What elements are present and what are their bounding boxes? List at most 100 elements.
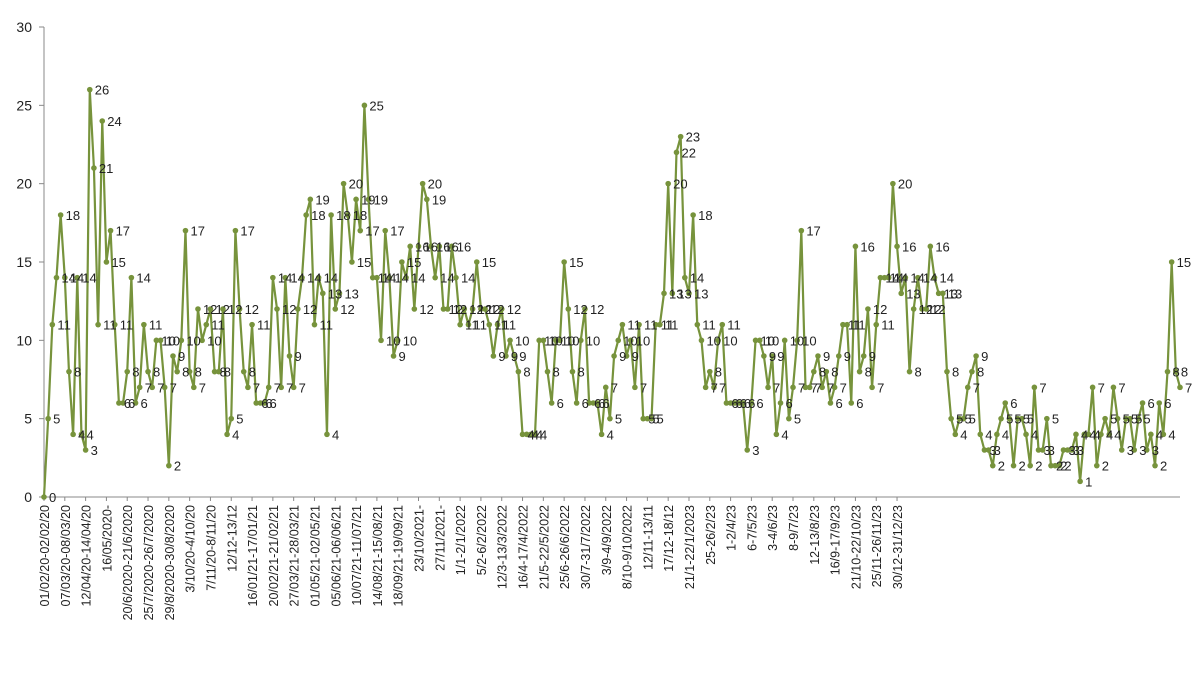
data-point bbox=[278, 384, 284, 391]
data-label: 5 bbox=[1143, 412, 1150, 427]
data-point bbox=[365, 196, 372, 203]
data-point bbox=[640, 415, 647, 422]
data-point bbox=[536, 337, 542, 344]
data-label: 16 bbox=[457, 239, 471, 254]
data-point bbox=[282, 274, 289, 281]
data-label: 8 bbox=[1181, 365, 1188, 380]
data-label: 7 bbox=[973, 380, 980, 395]
x-tick-label: 27/03/21-28/03/21 bbox=[288, 505, 302, 607]
data-label: 17 bbox=[806, 224, 820, 239]
data-point bbox=[1152, 462, 1158, 469]
data-point bbox=[82, 447, 89, 453]
data-label: 23 bbox=[686, 130, 700, 145]
data-point bbox=[444, 306, 451, 312]
data-label: 26 bbox=[95, 83, 109, 98]
data-label: 2 bbox=[1056, 459, 1063, 474]
x-tick-label: 3/9-4/9/2022 bbox=[600, 505, 614, 575]
data-point bbox=[1148, 431, 1154, 438]
data-label: 25 bbox=[369, 98, 383, 113]
data-label: 13 bbox=[344, 286, 358, 301]
data-point bbox=[1139, 400, 1146, 406]
data-point bbox=[644, 415, 651, 422]
data-label: 17 bbox=[365, 224, 379, 239]
x-tick-label: 25-26/2/23 bbox=[704, 505, 718, 565]
data-point bbox=[719, 321, 726, 328]
data-point bbox=[519, 431, 526, 438]
data-label: 10 bbox=[790, 333, 804, 348]
data-point bbox=[823, 368, 830, 375]
data-point bbox=[1123, 415, 1129, 422]
data-label: 6 bbox=[270, 396, 277, 411]
data-label: 11 bbox=[702, 318, 716, 333]
data-point bbox=[885, 274, 892, 281]
data-label: 12 bbox=[919, 302, 933, 317]
data-label: 8 bbox=[220, 365, 227, 380]
data-label: 7 bbox=[1118, 380, 1125, 395]
data-label: 7 bbox=[170, 380, 177, 395]
data-label: 12 bbox=[873, 302, 887, 317]
data-label: 13 bbox=[677, 286, 691, 301]
data-point bbox=[361, 102, 368, 109]
data-point bbox=[657, 321, 663, 328]
data-point bbox=[915, 274, 921, 281]
data-label: 22 bbox=[681, 145, 695, 160]
data-point bbox=[453, 274, 459, 281]
data-label: 4 bbox=[1093, 427, 1100, 442]
data-label: 14 bbox=[394, 271, 408, 286]
data-point bbox=[623, 353, 630, 359]
data-point bbox=[1143, 447, 1150, 453]
data-point bbox=[407, 243, 413, 250]
data-point bbox=[989, 462, 996, 469]
data-label: 3 bbox=[1044, 443, 1051, 458]
data-point bbox=[748, 400, 755, 406]
data-point bbox=[1073, 431, 1079, 438]
data-point bbox=[1160, 431, 1167, 438]
data-label: 8 bbox=[153, 365, 160, 380]
data-label: 14 bbox=[82, 271, 96, 286]
data-label: 16 bbox=[444, 239, 458, 254]
data-point bbox=[1048, 462, 1054, 469]
data-label: 20 bbox=[898, 177, 912, 192]
x-tick-label: 8-9/7/23 bbox=[787, 505, 801, 551]
data-point bbox=[835, 353, 842, 359]
data-label: 7 bbox=[286, 380, 293, 395]
data-label: 10 bbox=[706, 333, 720, 348]
data-label: 12 bbox=[507, 302, 521, 317]
data-label: 5 bbox=[964, 412, 971, 427]
data-point bbox=[215, 368, 222, 375]
data-point bbox=[494, 321, 501, 328]
data-point bbox=[478, 306, 484, 312]
data-point bbox=[515, 368, 522, 375]
data-point bbox=[890, 180, 896, 187]
data-label: 14 bbox=[910, 271, 924, 286]
series-line bbox=[42, 88, 1182, 498]
data-point bbox=[424, 196, 430, 203]
data-label: 8 bbox=[831, 365, 838, 380]
data-point bbox=[62, 274, 68, 281]
data-point bbox=[794, 337, 800, 344]
data-label: 5 bbox=[657, 412, 664, 427]
data-label: 17 bbox=[240, 224, 254, 239]
data-label: 10 bbox=[166, 333, 180, 348]
data-point bbox=[806, 384, 813, 391]
data-point bbox=[715, 337, 721, 344]
data-label: 8 bbox=[1173, 365, 1180, 380]
data-label: 6 bbox=[1010, 396, 1017, 411]
data-point bbox=[944, 368, 950, 375]
data-point bbox=[157, 337, 164, 344]
data-point bbox=[582, 306, 588, 312]
data-label: 12 bbox=[448, 302, 462, 317]
y-tick-label: 20 bbox=[16, 176, 32, 192]
data-label: 17 bbox=[190, 224, 204, 239]
data-label: 7 bbox=[157, 380, 164, 395]
data-label: 7 bbox=[810, 380, 817, 395]
data-label: 7 bbox=[145, 380, 152, 395]
data-point bbox=[723, 400, 730, 406]
data-point bbox=[731, 400, 738, 406]
data-label: 4 bbox=[1156, 427, 1163, 442]
data-label: 5 bbox=[1023, 412, 1030, 427]
data-label: 19 bbox=[432, 192, 446, 207]
data-label: 12 bbox=[931, 302, 945, 317]
data-point bbox=[448, 243, 455, 250]
data-point bbox=[698, 337, 705, 344]
